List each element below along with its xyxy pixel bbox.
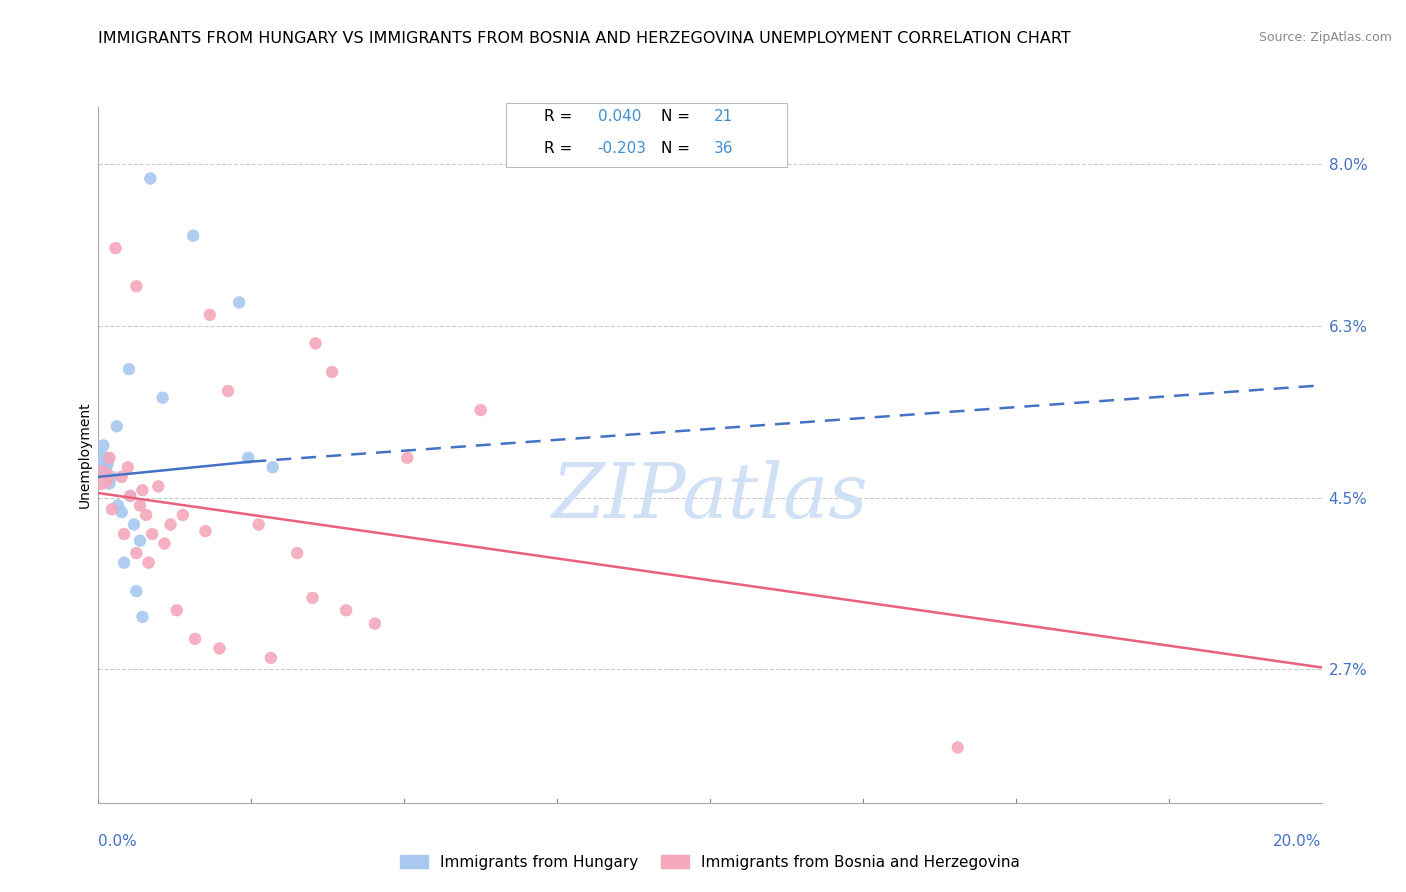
Point [138, 556, 160, 570]
Point [172, 508, 194, 522]
Point [112, 527, 135, 541]
Point [198, 308, 221, 322]
Point [321, 365, 343, 379]
Point [208, 641, 231, 656]
Point [107, 499, 129, 513]
Point [101, 502, 124, 516]
Point [285, 546, 308, 560]
Point [470, 403, 492, 417]
Point [129, 533, 152, 548]
Point [98, 450, 121, 465]
Point [125, 279, 148, 293]
Point [184, 632, 207, 646]
Point [148, 479, 170, 493]
Point [125, 546, 148, 560]
Point [946, 740, 969, 755]
Text: 21: 21 [714, 110, 734, 124]
Point [364, 616, 387, 631]
Point [118, 362, 141, 376]
Text: Source: ZipAtlas.com: Source: ZipAtlas.com [1258, 31, 1392, 45]
Point [104, 241, 127, 255]
Text: -0.203: -0.203 [598, 142, 647, 156]
Point [131, 483, 153, 498]
Point [112, 556, 135, 570]
Point [141, 527, 163, 541]
Text: 0.040: 0.040 [598, 110, 641, 124]
Point [120, 489, 142, 503]
Point [515, 115, 537, 129]
Y-axis label: Unemployment: Unemployment [77, 401, 91, 508]
Point [94, 460, 117, 475]
Text: N =: N = [661, 142, 690, 156]
Point [304, 336, 326, 351]
Point [105, 419, 128, 434]
Point [260, 651, 283, 665]
Point [181, 228, 204, 243]
Point [122, 517, 145, 532]
Point [139, 171, 162, 186]
Point [247, 517, 270, 532]
Point [335, 603, 357, 617]
Text: IMMIGRANTS FROM HUNGARY VS IMMIGRANTS FROM BOSNIA AND HERZEGOVINA UNEMPLOYMENT C: IMMIGRANTS FROM HUNGARY VS IMMIGRANTS FR… [98, 31, 1071, 46]
Point [120, 489, 142, 503]
Text: 20.0%: 20.0% [1274, 834, 1322, 849]
Point [131, 610, 153, 624]
Point [194, 524, 217, 538]
Text: 0.0%: 0.0% [98, 834, 138, 849]
Point [111, 470, 134, 484]
Point [159, 517, 181, 532]
Point [101, 470, 124, 484]
Legend: Immigrants from Hungary, Immigrants from Bosnia and Herzegovina: Immigrants from Hungary, Immigrants from… [394, 848, 1026, 876]
Text: R =: R = [544, 110, 572, 124]
Point [98, 476, 121, 491]
Point [129, 499, 152, 513]
Point [228, 295, 250, 310]
Point [90, 454, 112, 468]
Text: N =: N = [661, 110, 690, 124]
Point [125, 584, 148, 599]
Point [301, 591, 323, 605]
Point [91, 438, 114, 452]
Text: 36: 36 [714, 142, 734, 156]
Point [135, 508, 157, 522]
Point [262, 460, 284, 475]
Point [111, 505, 134, 519]
Point [396, 450, 419, 465]
Point [152, 391, 174, 405]
Point [90, 470, 112, 484]
Point [217, 384, 239, 398]
Point [238, 450, 260, 465]
Point [166, 603, 188, 617]
Point [515, 142, 537, 156]
Point [117, 460, 139, 475]
Text: ZIPatlas: ZIPatlas [551, 459, 869, 533]
Point [153, 536, 176, 550]
Text: R =: R = [544, 142, 572, 156]
